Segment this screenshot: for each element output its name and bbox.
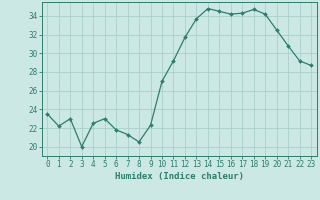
X-axis label: Humidex (Indice chaleur): Humidex (Indice chaleur) [115,172,244,181]
